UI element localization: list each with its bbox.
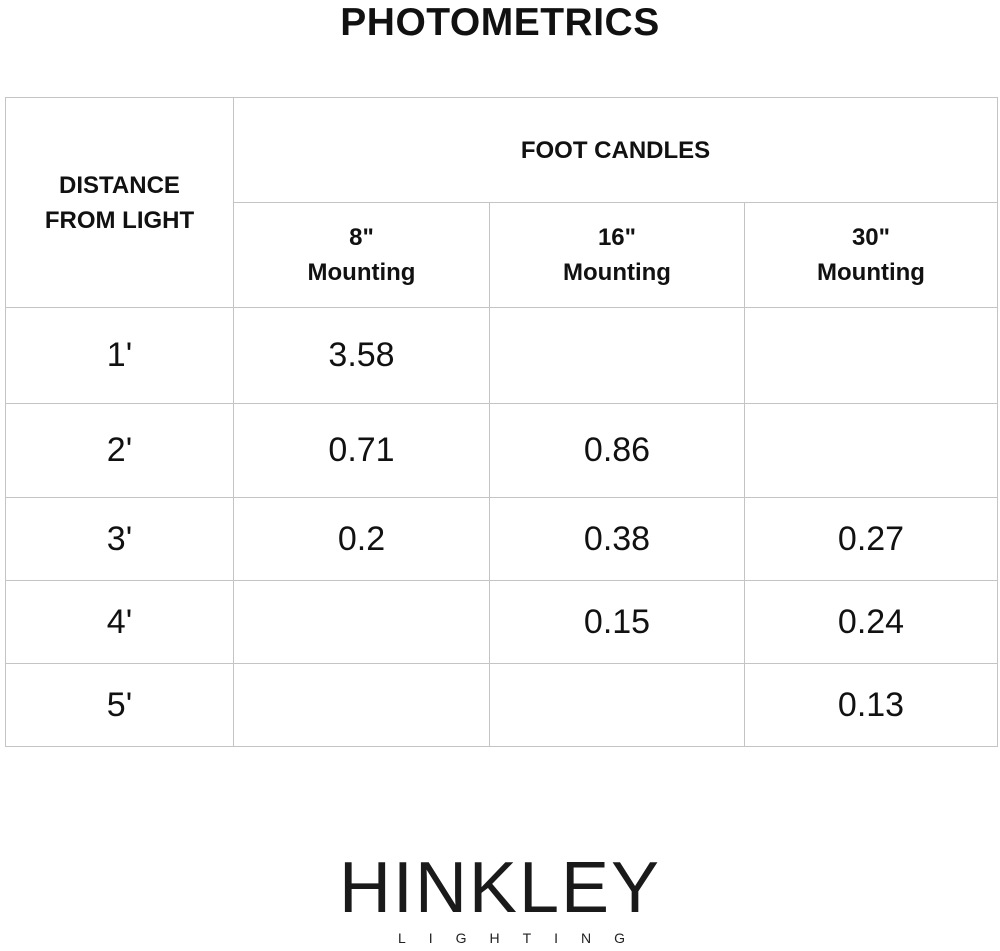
hinkley-logo-subtitle: LIGHTING [397,930,649,946]
distance-header-line2: FROM LIGHT [44,206,195,234]
distance-cell: 5' [5,663,234,747]
value-cell [489,663,745,747]
column-header-30in: 30" Mounting [744,202,998,308]
column-label: Mounting [817,259,925,286]
value-cell: 0.13 [744,663,998,747]
table-row: 3' 0.2 0.38 0.27 [5,497,998,581]
table-row: 5' 0.13 [5,663,998,747]
column-label: Mounting [563,259,671,286]
column-label: Mounting [307,259,416,286]
column-size: 8" [349,224,374,251]
distance-cell: 1' [5,307,234,404]
value-cell: 0.71 [233,403,490,498]
distance-header-line1: DISTANCE [59,171,180,199]
distance-cell: 2' [5,403,234,498]
foot-candles-header: FOOT CANDLES [233,97,998,203]
column-header-16in: 16" Mounting [489,202,745,308]
photometrics-table: DISTANCE FROM LIGHT FOOT CANDLES 8" Mount… [5,97,998,747]
column-size: 30" [851,224,891,251]
value-cell [233,663,490,747]
value-cell: 3.58 [233,307,490,404]
column-size: 16" [597,224,637,251]
value-cell: 0.2 [233,497,490,581]
value-cell [744,307,998,404]
page-title: PHOTOMETRICS [340,1,660,44]
table-row: 1' 3.58 [5,307,998,404]
distance-cell: 3' [5,497,234,581]
column-header-8in: 8" Mounting [233,202,490,308]
value-cell: 0.86 [489,403,745,498]
value-cell [489,307,745,404]
value-cell [233,580,490,664]
hinkley-logo-wordmark: HINKLEY [338,848,662,928]
table-row: 4' 0.15 0.24 [5,580,998,664]
value-cell: 0.38 [489,497,745,581]
distance-header: DISTANCE FROM LIGHT [5,97,234,308]
value-cell: 0.15 [489,580,745,664]
value-cell: 0.24 [744,580,998,664]
distance-cell: 4' [5,580,234,664]
value-cell [744,403,998,498]
value-cell: 0.27 [744,497,998,581]
table-row: 2' 0.71 0.86 [5,403,998,498]
